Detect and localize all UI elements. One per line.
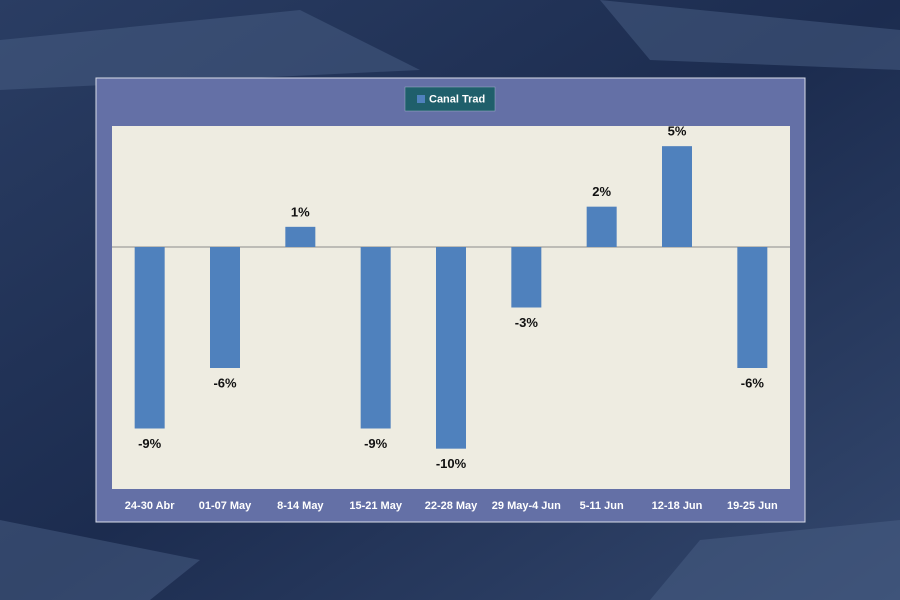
x-tick-label: 8-14 May bbox=[277, 500, 324, 512]
bar bbox=[360, 247, 391, 429]
data-label: -9% bbox=[138, 436, 162, 451]
bar bbox=[662, 146, 692, 247]
bar bbox=[285, 226, 316, 247]
data-label: -6% bbox=[213, 375, 237, 390]
bar bbox=[134, 247, 165, 429]
chart: Canal Trad 24-30 Abr -9% 01-07 May -6% 8-14 M… bbox=[112, 86, 790, 512]
x-tick-label: 01-07 May bbox=[199, 500, 252, 512]
x-tick-label: 24-30 Abr bbox=[125, 500, 175, 512]
bar bbox=[737, 247, 768, 368]
bar bbox=[586, 206, 617, 247]
data-label: -10% bbox=[436, 456, 467, 471]
bar bbox=[436, 247, 466, 449]
x-tick-label: 15-21 May bbox=[349, 500, 402, 512]
data-label: 1% bbox=[291, 204, 310, 219]
data-label: -9% bbox=[364, 436, 388, 451]
data-label: 2% bbox=[592, 184, 611, 199]
data-label: -3% bbox=[515, 315, 539, 330]
x-tick-label: 12-18 Jun bbox=[652, 500, 703, 512]
x-tick-label: 5-11 Jun bbox=[580, 500, 624, 512]
data-label: -6% bbox=[741, 375, 765, 390]
data-label: 5% bbox=[668, 124, 687, 139]
bar bbox=[511, 247, 542, 308]
x-tick-label: 19-25 Jun bbox=[727, 500, 778, 512]
bar bbox=[210, 247, 240, 368]
x-tick-label: 29 May-4 Jun bbox=[492, 500, 561, 512]
legend-swatch bbox=[417, 95, 425, 103]
x-tick-label: 22-28 May bbox=[425, 500, 478, 512]
legend-label: Canal Trad bbox=[429, 93, 485, 105]
